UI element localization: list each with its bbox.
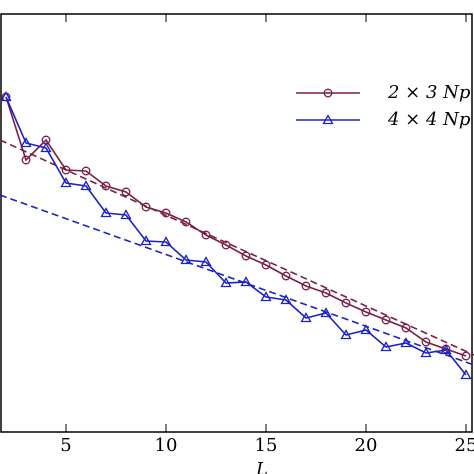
marker [81, 166, 91, 176]
marker [381, 315, 391, 325]
marker [20, 137, 32, 148]
marker [0, 91, 12, 102]
marker [101, 181, 111, 191]
marker [322, 114, 334, 125]
marker [400, 337, 412, 348]
x-tick-label: 10 [155, 435, 178, 456]
series-line [5, 96, 467, 376]
marker [240, 276, 252, 287]
marker [421, 337, 431, 347]
marker [320, 307, 332, 318]
marker [461, 351, 471, 361]
marker [340, 329, 352, 340]
marker [61, 165, 71, 175]
fit-line [0, 194, 474, 366]
marker [80, 180, 92, 191]
legend-label: 2 × 3 Np = [387, 82, 474, 103]
marker [141, 202, 151, 212]
marker [361, 307, 371, 317]
x-axis-label: L [255, 459, 268, 474]
marker [21, 155, 31, 165]
x-tick-label: 15 [255, 435, 278, 456]
marker [380, 341, 392, 352]
marker [181, 217, 191, 227]
marker [60, 177, 72, 188]
marker [280, 294, 292, 305]
marker [40, 142, 52, 153]
marker [221, 240, 231, 250]
fit-line [0, 139, 474, 356]
x-tick-label: 5 [60, 435, 71, 456]
marker [160, 236, 172, 247]
marker [281, 271, 291, 281]
plot-frame [0, 13, 473, 433]
marker [120, 209, 132, 220]
marker [321, 288, 331, 298]
marker [420, 347, 432, 358]
marker [341, 298, 351, 308]
marker [100, 207, 112, 218]
marker [360, 324, 372, 335]
legend-label: 4 × 4 Np = [387, 109, 474, 130]
marker [300, 312, 312, 323]
marker [401, 323, 411, 333]
marker [121, 187, 131, 197]
x-tick-label: 20 [355, 435, 378, 456]
marker [220, 277, 232, 288]
marker [260, 291, 272, 302]
marker [440, 344, 452, 355]
series-line [5, 96, 467, 357]
marker [261, 260, 271, 270]
marker [323, 88, 333, 98]
marker [180, 254, 192, 265]
marker [241, 251, 251, 261]
x-tick-label: 25 [455, 435, 474, 456]
marker [460, 369, 472, 380]
marker [140, 235, 152, 246]
marker [201, 230, 211, 240]
marker [200, 256, 212, 267]
marker [301, 281, 311, 291]
marker [161, 208, 171, 218]
